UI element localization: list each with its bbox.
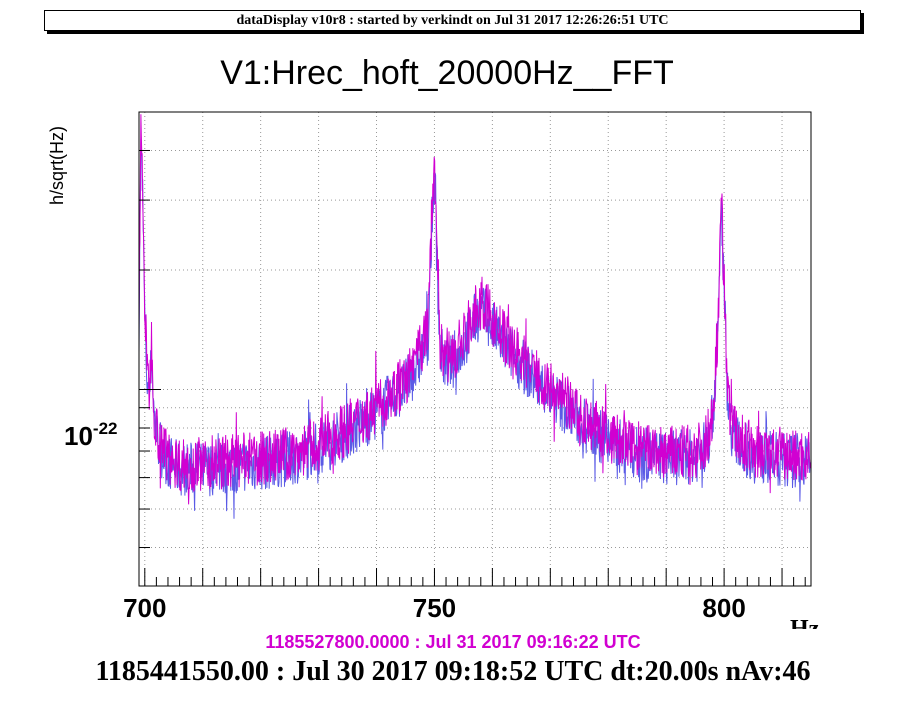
acquisition-info-label: 1185441550.00 : Jul 30 2017 09:18:52 UTC… [95,656,811,687]
y-tick-base: 10 [64,421,93,451]
grid-lines [139,112,811,586]
axis-ticks [139,149,806,586]
plot-frame [138,111,812,587]
x-tick-label: 800 [702,593,745,623]
y-tick-exponent: -22 [93,419,118,438]
y-axis-label: h/sqrt(Hz) [47,126,67,205]
x-tick-label: 700 [123,593,166,623]
x-tick-label: 750 [413,593,456,623]
x-axis-label-mask [760,629,840,649]
series-line [138,114,811,505]
series-layer [138,114,811,519]
chart-title: V1:Hrec_hoft_20000Hz__FFT [220,54,674,92]
reference-time-label: 1185527800.0000 : Jul 31 2017 09:16:22 U… [265,632,641,652]
canvas-banner: dataDisplay v10r8 : started by verkindt … [44,10,861,31]
x-tick-labels: 700 750 800 [123,593,746,623]
y-tick-label: 10-22 [64,419,118,451]
